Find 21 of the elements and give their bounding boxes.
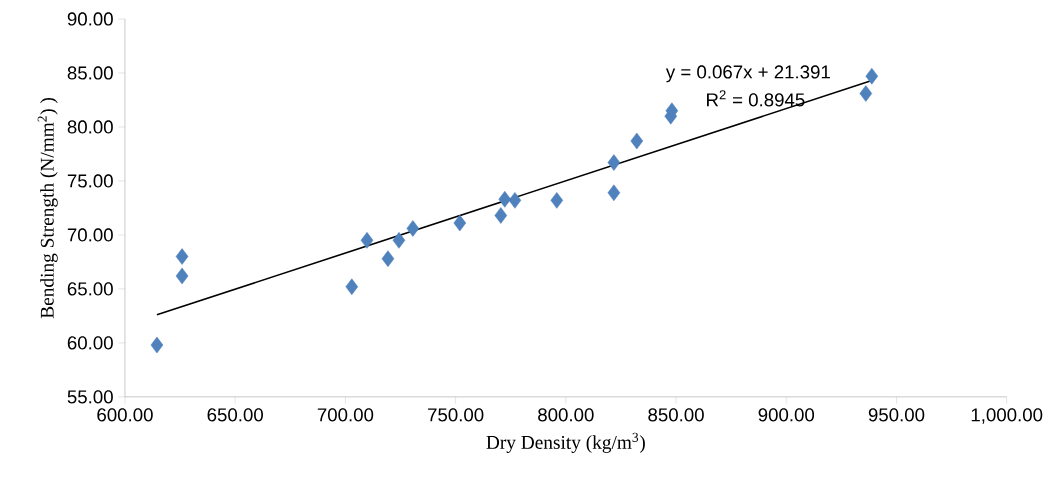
x-tick-label: 750.00 (428, 408, 484, 422)
x-tick-label: 950.00 (868, 408, 925, 422)
y-tick-label: 90.00 (67, 12, 113, 26)
y-tick-label: 85.00 (67, 66, 113, 80)
y-tick-label: 80.00 (67, 120, 113, 134)
x-tick-label: 600.00 (97, 408, 153, 422)
y-tick-label: 70.00 (67, 228, 113, 242)
y-tick-label: 55.00 (67, 390, 113, 404)
x-axis-title: Dry Density (kg/m$^{3}$) (486, 432, 645, 453)
x-tick-label: 850.00 (648, 408, 704, 422)
x-tick-label: 700.00 (317, 408, 374, 422)
y-tick-label: 75.00 (67, 174, 113, 188)
annotation: y = 0.067x + 21.391 (665, 65, 830, 83)
x-tick-label: 800.00 (538, 408, 594, 422)
x-tick-label: 900.00 (758, 408, 815, 422)
y-tick-label: 60.00 (67, 336, 113, 350)
y-tick-label: 65.00 (67, 282, 113, 296)
x-tick-label: 650.00 (207, 408, 263, 422)
annotation: R$^{2}$ = 0.8945 (707, 90, 805, 107)
x-tick-label: 1,000.00 (971, 408, 1043, 424)
y-axis-title: Bending Strength (N/mm$^{2}$) ) (37, 98, 58, 319)
